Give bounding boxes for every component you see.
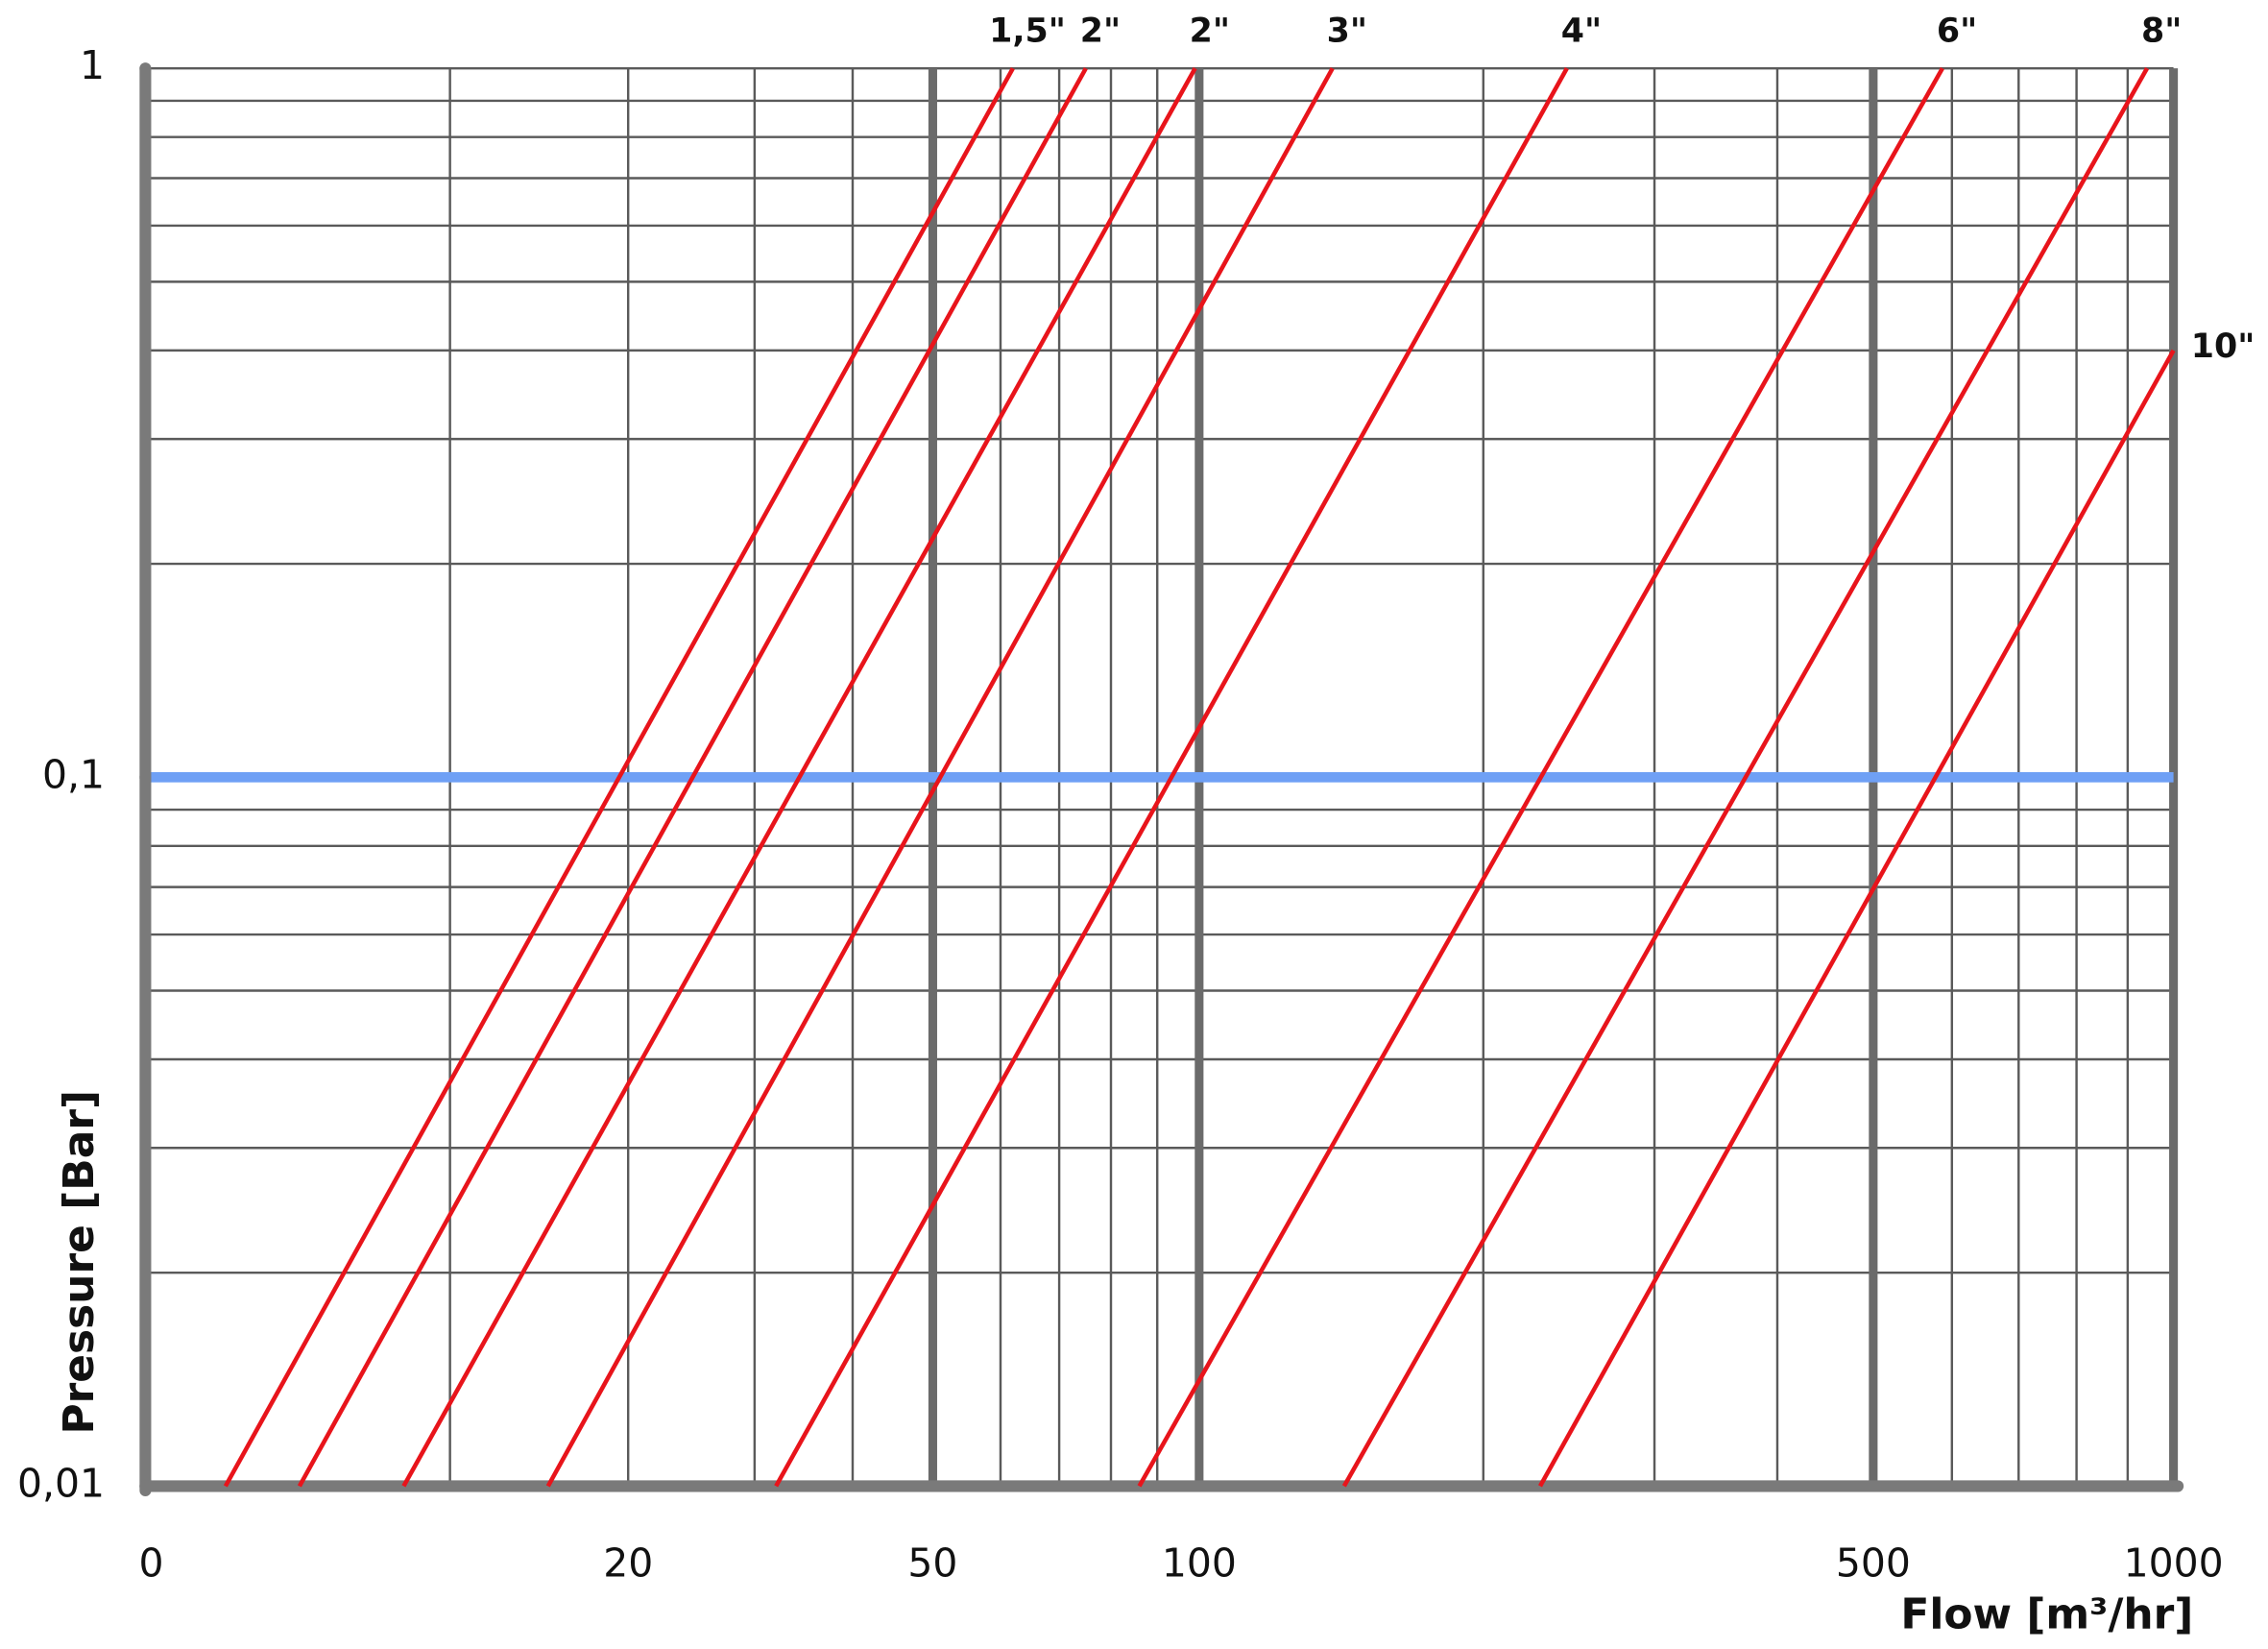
series-label: 8"	[2141, 12, 2182, 50]
flow-line	[545, 67, 1335, 1488]
flow-line	[223, 67, 1015, 1488]
flow-line	[774, 67, 1569, 1488]
x-tick-label: 20	[603, 1540, 653, 1587]
flow-line	[1341, 67, 2150, 1488]
series-label: 2"	[1190, 12, 1230, 50]
x-axis-title: Flow [m³/hr]	[1900, 1590, 2193, 1639]
flow-line	[1537, 349, 2176, 1488]
x-tick-label: 0	[138, 1540, 163, 1587]
series-label: 10"	[2191, 327, 2256, 366]
y-tick-label: 0,01	[17, 1460, 105, 1506]
flow-line	[1137, 67, 1944, 1488]
series-label: 4"	[1561, 12, 1602, 50]
series-label: 1,5"	[989, 12, 1066, 50]
y-tick-label: 1	[80, 42, 105, 88]
y-axis-title: Pressure [Bar]	[55, 1090, 104, 1435]
series-label: 6"	[1937, 12, 1977, 50]
flow-line	[401, 67, 1197, 1488]
x-tick-label: 1000	[2124, 1540, 2224, 1587]
flow-line	[297, 67, 1088, 1488]
series-label: 3"	[1327, 12, 1367, 50]
x-tick-label: 50	[907, 1540, 957, 1587]
y-tick-label: 0,1	[42, 751, 105, 797]
series-label: 2"	[1080, 12, 1121, 50]
x-tick-label: 500	[1836, 1540, 1911, 1587]
x-tick-label: 100	[1162, 1540, 1237, 1587]
